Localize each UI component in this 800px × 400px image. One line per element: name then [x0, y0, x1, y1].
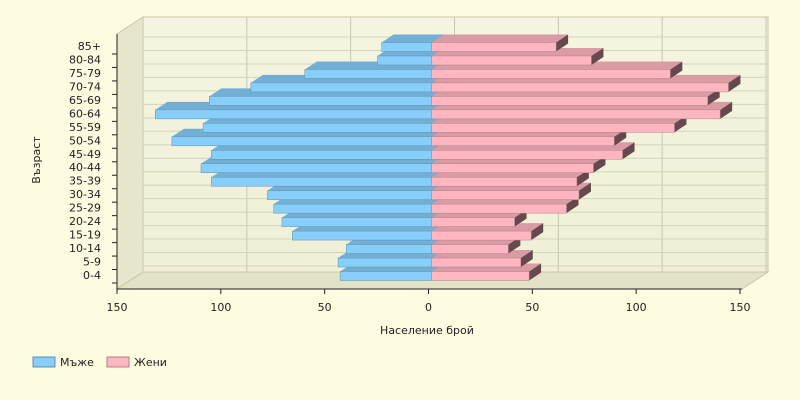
bar [304, 69, 432, 79]
bar-side [674, 115, 687, 133]
bar [431, 190, 580, 200]
bar-side [593, 155, 606, 173]
y-tick-label: 20-24 [69, 215, 101, 228]
y-tick-label: 60-64 [69, 107, 101, 120]
bar-side [614, 128, 627, 146]
y-tick-label: 65-69 [69, 94, 101, 107]
y-axis-title: Възраст [30, 136, 43, 184]
bar-side [728, 74, 741, 92]
bar [431, 55, 592, 66]
bar [431, 96, 708, 106]
bar [431, 163, 594, 173]
side-wall [116, 16, 144, 290]
y-tick-label: 45-49 [69, 148, 101, 161]
bar [155, 109, 432, 120]
bar [431, 257, 522, 268]
bar [431, 150, 623, 160]
bar-side [531, 223, 544, 241]
bar-side [566, 196, 579, 214]
y-tick-label: 15-19 [69, 229, 101, 242]
bar [431, 217, 515, 227]
x-axis-title: Население брой [380, 324, 474, 337]
bar [292, 230, 432, 241]
bar [339, 271, 432, 281]
x-tick-label: 100 [626, 301, 647, 314]
legend-swatch [32, 356, 56, 368]
bar [377, 55, 432, 66]
bar [381, 42, 432, 52]
bar [171, 136, 432, 147]
bar [200, 163, 432, 173]
y-tick-label: 0-4 [83, 269, 101, 282]
bar [431, 244, 509, 254]
bar [273, 203, 432, 214]
x-tick-label: 150 [730, 301, 751, 314]
bar-side [720, 101, 733, 119]
bar-top [381, 34, 444, 43]
bar [202, 123, 432, 133]
bar [250, 82, 432, 93]
bar-side [520, 250, 533, 268]
bar-side [514, 209, 527, 227]
bar-side [529, 263, 542, 281]
x-tick-label: 50 [525, 301, 539, 314]
legend-label: Мъже [60, 356, 94, 369]
bar [267, 190, 432, 200]
bar [431, 136, 615, 147]
bar [431, 109, 721, 120]
bar [431, 42, 557, 52]
y-tick-label: 40-44 [69, 161, 101, 174]
bar-side [622, 142, 635, 160]
bar [431, 230, 532, 241]
bar [337, 257, 432, 268]
y-tick-label: 35-39 [69, 175, 101, 188]
legend-label: Жени [134, 356, 167, 369]
bar-side [508, 236, 521, 254]
y-tick-label: 50-54 [69, 134, 101, 147]
bar [211, 176, 432, 187]
y-tick-label: 30-34 [69, 188, 101, 201]
x-tick-label: 150 [107, 301, 128, 314]
x-tick-label: 0 [425, 301, 432, 314]
bar-side [556, 34, 569, 52]
bar [431, 82, 729, 93]
bar-side [591, 47, 604, 65]
bar-side [576, 169, 589, 187]
bar-side [707, 88, 720, 106]
bar [431, 176, 578, 187]
y-tick-label: 70-74 [69, 80, 101, 93]
bar [211, 150, 432, 160]
y-tick-label: 55-59 [69, 121, 101, 134]
y-tick-label: 25-29 [69, 202, 101, 215]
x-tick-label: 50 [318, 301, 332, 314]
y-tick-label: 5-9 [83, 256, 101, 269]
y-tick-label: 75-79 [69, 67, 101, 80]
legend-swatch [106, 356, 130, 368]
bar [431, 203, 567, 214]
y-tick-label: 10-14 [69, 242, 101, 255]
y-tick-label: 85+ [78, 40, 101, 53]
y-tick-label: 80-84 [69, 53, 101, 66]
bar [281, 217, 432, 227]
bar [209, 96, 432, 106]
bar [431, 271, 530, 281]
bar-top [431, 34, 569, 43]
bar [346, 244, 432, 254]
bar [431, 123, 675, 133]
bar-side [670, 61, 683, 79]
bar-side [578, 182, 591, 200]
x-tick-label: 100 [210, 301, 231, 314]
bar [431, 69, 671, 79]
